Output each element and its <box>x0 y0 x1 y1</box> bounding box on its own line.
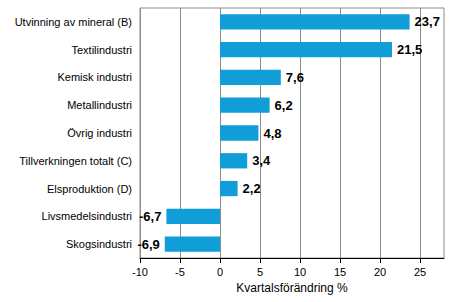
svg-text:Elsproduktion (D): Elsproduktion (D) <box>47 183 132 195</box>
svg-text:15: 15 <box>334 266 346 278</box>
svg-text:Kemisk industri: Kemisk industri <box>57 71 132 83</box>
svg-text:-6,7: -6,7 <box>139 209 161 224</box>
svg-text:6,2: 6,2 <box>275 98 293 113</box>
svg-text:Textilindustri: Textilindustri <box>71 44 132 56</box>
svg-text:3,4: 3,4 <box>252 153 271 168</box>
svg-text:Tillverkningen totalt (C): Tillverkningen totalt (C) <box>19 155 132 167</box>
svg-text:10: 10 <box>294 266 306 278</box>
svg-text:5: 5 <box>257 266 263 278</box>
svg-text:Utvinning av mineral (B): Utvinning av mineral (B) <box>15 16 132 28</box>
svg-text:-5: -5 <box>175 266 185 278</box>
svg-text:2,2: 2,2 <box>243 181 261 196</box>
svg-text:21,5: 21,5 <box>397 42 422 57</box>
svg-text:Kvartalsförändring %: Kvartalsförändring % <box>236 281 348 295</box>
svg-text:Metallindustri: Metallindustri <box>67 99 132 111</box>
svg-text:23,7: 23,7 <box>415 14 440 29</box>
svg-text:25: 25 <box>414 266 426 278</box>
svg-text:0: 0 <box>217 266 223 278</box>
svg-text:4,8: 4,8 <box>263 126 281 141</box>
svg-text:20: 20 <box>374 266 386 278</box>
svg-text:Livsmedelsindustri: Livsmedelsindustri <box>42 210 132 222</box>
svg-text:-10: -10 <box>132 266 148 278</box>
svg-text:Skogsindustri: Skogsindustri <box>66 238 132 250</box>
svg-text:7,6: 7,6 <box>286 70 304 85</box>
svg-text:Övrig industri: Övrig industri <box>67 127 132 139</box>
svg-text:-6,9: -6,9 <box>137 237 159 252</box>
